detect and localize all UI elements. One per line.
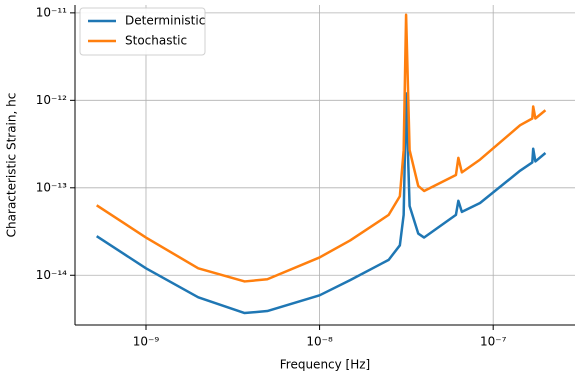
line-series xyxy=(96,13,547,283)
legend-label: Deterministic xyxy=(125,14,205,28)
x-tick-label: 10⁻⁷ xyxy=(480,335,507,349)
y-tick-label: 10⁻¹² xyxy=(36,93,67,107)
y-tick-label: 10⁻¹⁴ xyxy=(36,268,67,282)
y-axis-label: Characteristic Strain, hc xyxy=(5,93,19,238)
x-tick-label: 10⁻⁹ xyxy=(133,335,160,349)
line-series xyxy=(96,92,547,315)
x-tick-label: 10⁻⁸ xyxy=(306,335,333,349)
legend: Deterministic Stochastic xyxy=(79,7,206,56)
x-axis-label: Frequency [Hz] xyxy=(280,358,371,372)
y-tick-label: 10⁻¹¹ xyxy=(36,5,67,19)
y-tick-label: 10⁻¹³ xyxy=(36,180,67,194)
legend-label: Stochastic xyxy=(125,34,187,48)
